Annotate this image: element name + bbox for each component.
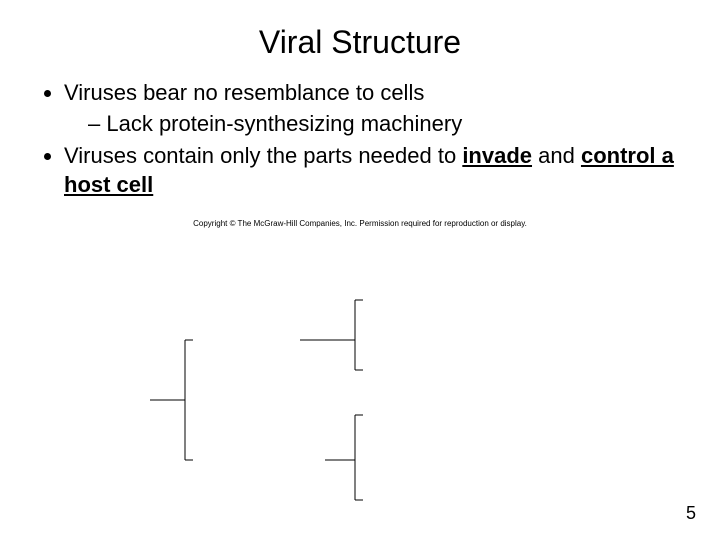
bullet-1: Viruses bear no resemblance to cells Lac… — [64, 79, 684, 138]
bullet-1-text: Viruses bear no resemblance to cells — [64, 80, 424, 105]
bullet-1a-text: Lack protein-synthesizing machinery — [88, 111, 462, 136]
hierarchy-diagram: Virus particle Covering Central core Cap… — [0, 270, 720, 540]
bullet-2: Viruses contain only the parts needed to… — [64, 142, 684, 199]
bullet-2-pre: Viruses contain only the parts needed to — [64, 143, 462, 168]
bullet-2-mid: and — [532, 143, 581, 168]
bracket-lines — [0, 270, 720, 540]
page-number: 5 — [686, 503, 696, 524]
copyright-line: Copyright © The McGraw-Hill Companies, I… — [0, 219, 720, 228]
slide-title: Viral Structure — [0, 0, 720, 61]
bullet-2-u1: invade — [462, 143, 532, 168]
bullet-1a: Lack protein-synthesizing machinery — [88, 110, 684, 139]
slide-body: Viruses bear no resemblance to cells Lac… — [0, 61, 720, 199]
